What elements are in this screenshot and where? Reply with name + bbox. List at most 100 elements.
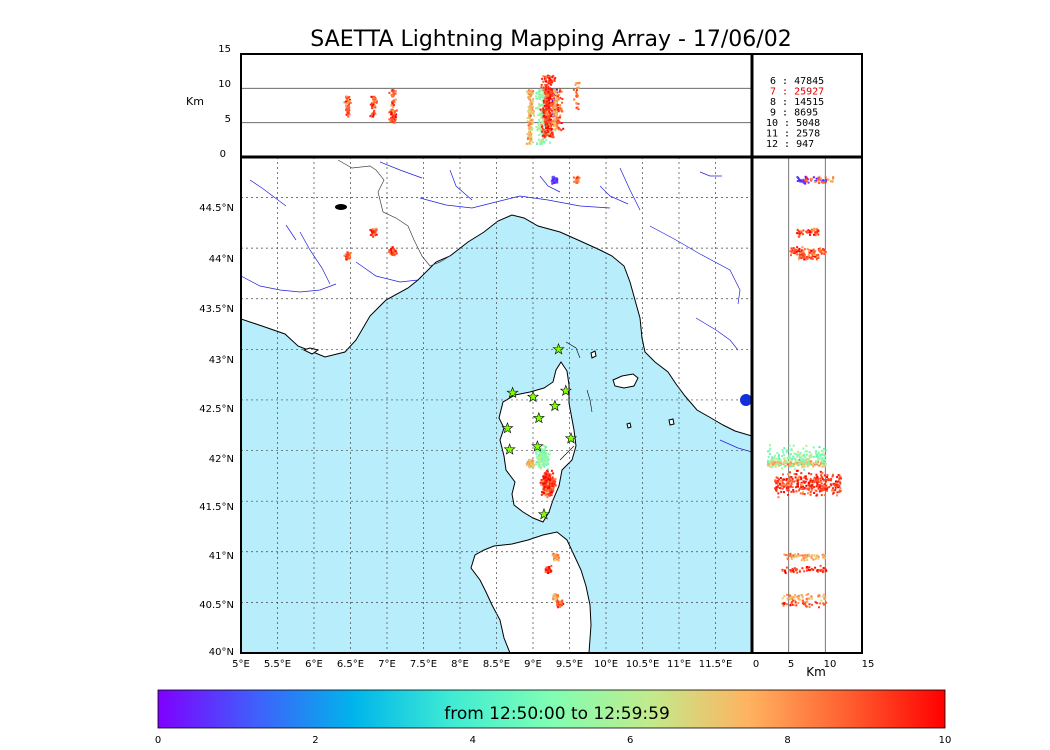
- lightning-source-altitude: [772, 458, 775, 461]
- lightning-source-altitude: [800, 456, 803, 459]
- lightning-source-altitude: [800, 179, 803, 182]
- lightning-source-altitude: [824, 568, 827, 571]
- lightning-source-altitude: [787, 483, 790, 486]
- lightning-source-altitude: [552, 121, 555, 124]
- lightning-source-altitude: [526, 90, 528, 93]
- lightning-source: [541, 491, 544, 494]
- lightning-source-altitude: [542, 86, 545, 89]
- lat-tick: 42°N: [209, 454, 234, 465]
- lightning-source-altitude: [528, 96, 531, 98]
- lightning-source-altitude: [544, 101, 547, 104]
- lightning-source-altitude: [807, 569, 810, 571]
- lightning-source-altitude: [839, 476, 841, 479]
- lightning-source-altitude: [551, 81, 553, 84]
- lightning-source-altitude: [802, 460, 805, 463]
- lightning-source: [546, 460, 549, 463]
- lightning-source-altitude: [793, 556, 796, 559]
- sardinia-island: [470, 531, 592, 653]
- lightning-source-altitude: [822, 556, 825, 559]
- lightning-source: [552, 486, 555, 488]
- lightning-source: [393, 254, 396, 257]
- lightning-source-altitude: [807, 462, 810, 465]
- lightning-source: [578, 176, 581, 179]
- lightning-source-altitude: [786, 598, 789, 601]
- lightning-source-altitude: [577, 108, 580, 111]
- lightning-source-altitude: [809, 234, 811, 236]
- lightning-source: [374, 234, 377, 237]
- lightning-source: [555, 558, 558, 561]
- lightning-source-altitude: [814, 480, 817, 483]
- lightning-source-altitude: [825, 489, 828, 492]
- lightning-source-altitude: [808, 486, 811, 489]
- lightning-source-altitude: [783, 602, 786, 605]
- lightning-source-altitude: [835, 480, 837, 483]
- lightning-source: [550, 469, 553, 472]
- lightning-source-altitude: [781, 569, 784, 572]
- lightning-source: [554, 555, 557, 557]
- lightning-source-altitude: [550, 88, 553, 91]
- lightning-source-altitude: [543, 141, 546, 144]
- lightning-source-altitude: [548, 109, 551, 111]
- lightning-source-altitude: [821, 249, 824, 252]
- lightning-source-altitude: [388, 118, 391, 121]
- lightning-source-altitude: [802, 178, 805, 181]
- lightning-source-altitude: [371, 113, 373, 116]
- colorbar-tick: 2: [312, 735, 318, 746]
- lightning-source-altitude: [555, 92, 558, 95]
- lightning-source-altitude: [813, 478, 816, 480]
- lightning-source-altitude: [553, 120, 556, 123]
- lightning-source-altitude: [372, 113, 375, 116]
- lightning-source-altitude: [795, 569, 798, 572]
- lightning-source: [551, 182, 554, 185]
- lightning-source-altitude: [542, 105, 545, 108]
- lightning-source-altitude: [814, 234, 817, 237]
- lightning-source-altitude: [346, 101, 349, 104]
- lightning-source-altitude: [830, 484, 833, 487]
- lightning-source: [536, 450, 539, 453]
- lightning-source-altitude: [552, 106, 555, 109]
- lightning-source: [572, 176, 575, 179]
- lightning-source-altitude: [826, 476, 828, 479]
- lightning-source-altitude: [816, 482, 819, 485]
- lightning-source-altitude: [814, 489, 817, 492]
- lightning-source-altitude: [817, 487, 820, 490]
- lightning-source-altitude: [812, 486, 815, 489]
- lightning-source-altitude: [548, 76, 551, 79]
- lightning-source-altitude: [794, 604, 797, 607]
- lightning-source: [546, 483, 549, 486]
- lightning-source-altitude: [371, 105, 374, 108]
- lightning-source-altitude: [815, 556, 818, 559]
- time-colorbar: from 12:50:00 to 12:59:59 0 2 4 6 8 10: [155, 689, 951, 746]
- lightning-source-altitude: [809, 232, 812, 235]
- lightning-source-altitude: [551, 136, 554, 139]
- lightning-source-altitude: [787, 558, 789, 561]
- lightning-source-altitude: [548, 127, 551, 130]
- lightning-source-altitude: [551, 133, 554, 136]
- lightning-source-altitude: [790, 254, 792, 257]
- lightning-source-altitude: [784, 570, 787, 573]
- longitude-ticks: 5°E 5.5°E 6°E 6.5°E 7°E 7.5°E 8°E 8.5°E …: [232, 659, 732, 670]
- lightning-source-altitude: [779, 460, 782, 463]
- lightning-source-altitude: [779, 477, 782, 479]
- lightning-source-altitude: [822, 478, 824, 481]
- lightning-source: [553, 483, 556, 486]
- lightning-source-altitude: [819, 602, 822, 605]
- lightning-source-altitude: [810, 557, 813, 560]
- lightning-source-altitude: [817, 484, 820, 487]
- lightning-source: [553, 593, 556, 596]
- lightning-source-altitude: [808, 455, 811, 457]
- lightning-source: [556, 601, 559, 603]
- right-sources: [766, 175, 842, 609]
- lightning-source: [540, 466, 543, 469]
- lightning-source-altitude: [542, 91, 545, 93]
- lightning-source-altitude: [811, 597, 814, 600]
- lightning-source-altitude: [807, 593, 810, 595]
- lightning-source-altitude: [555, 90, 558, 93]
- lightning-source-altitude: [543, 120, 546, 123]
- lightning-source-altitude: [817, 485, 820, 488]
- lightning-source-altitude: [804, 601, 807, 604]
- lightning-source-altitude: [370, 95, 373, 98]
- lightning-source-altitude: [792, 570, 795, 573]
- lightning-source: [531, 458, 534, 461]
- lightning-source-altitude: [800, 594, 803, 596]
